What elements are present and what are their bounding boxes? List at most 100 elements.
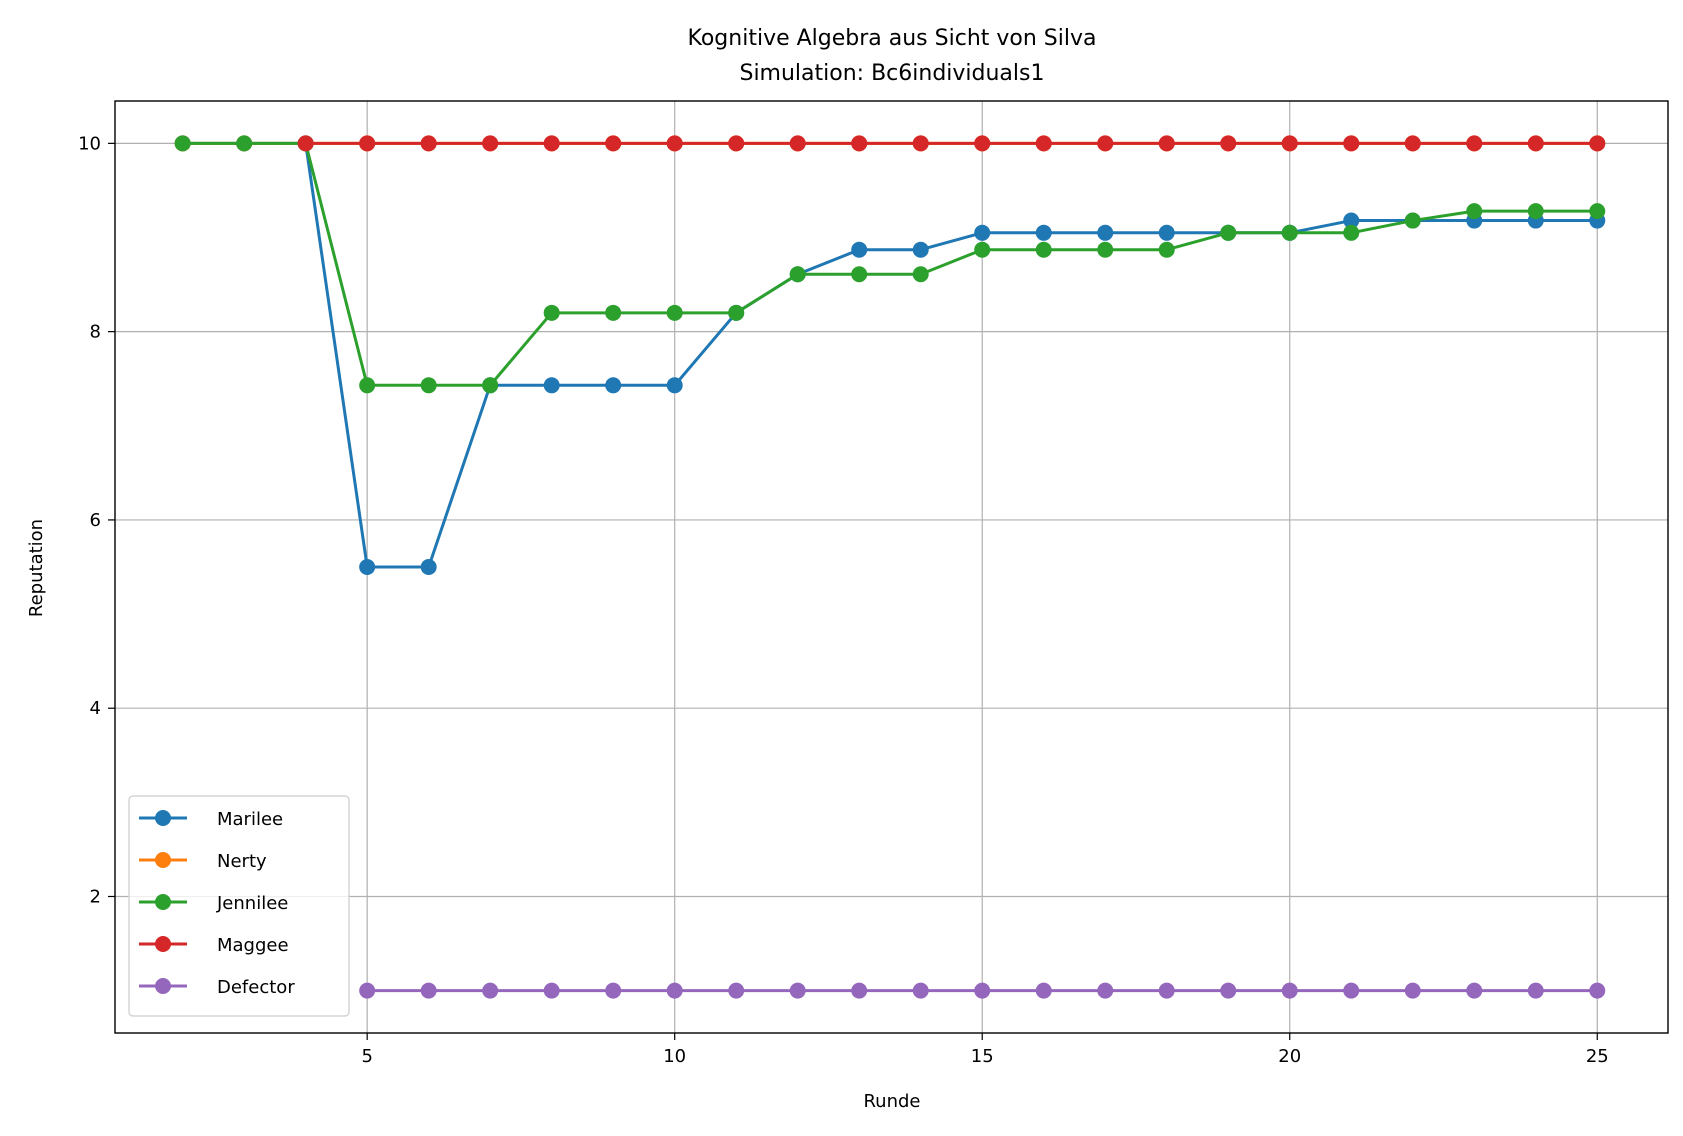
data-point xyxy=(728,982,745,999)
legend-box xyxy=(128,795,350,1017)
data-point xyxy=(912,241,929,258)
data-point xyxy=(543,135,560,152)
data-point xyxy=(543,982,560,999)
series-maggee xyxy=(297,135,1606,152)
data-point xyxy=(728,304,745,321)
series-marilee xyxy=(174,135,1606,575)
data-point xyxy=(789,135,806,152)
data-point xyxy=(1158,982,1175,999)
series-line xyxy=(182,141,1598,569)
y-tick-label: 6 xyxy=(90,510,101,531)
data-point xyxy=(789,982,806,999)
y-axis-label: Reputation xyxy=(26,519,47,617)
legend-swatch-marker xyxy=(155,978,171,994)
legend-item: Maggee xyxy=(139,935,289,956)
x-tick-label: 20 xyxy=(1278,1046,1301,1067)
x-tick-label: 15 xyxy=(971,1046,994,1067)
series-jennilee xyxy=(174,135,1606,394)
series-group xyxy=(174,135,1606,999)
series-line xyxy=(182,141,1598,387)
data-point xyxy=(1220,135,1237,152)
chart-title: Kognitive Algebra aus Sicht von Silva xyxy=(688,26,1097,51)
data-point xyxy=(974,135,991,152)
x-tick-label: 25 xyxy=(1586,1046,1609,1067)
data-point xyxy=(974,982,991,999)
data-point xyxy=(1466,203,1483,220)
data-point xyxy=(728,135,745,152)
data-point xyxy=(1220,982,1237,999)
data-point xyxy=(1343,135,1360,152)
legend-label: Jennilee xyxy=(216,893,288,914)
data-point xyxy=(912,982,929,999)
data-point xyxy=(420,982,437,999)
legend-swatch-marker xyxy=(155,810,171,826)
y-tick-label: 8 xyxy=(90,322,101,343)
data-point xyxy=(1589,135,1606,152)
data-point xyxy=(359,559,376,575)
axis-ticks: 5 10 15 20 25 2 4 6 8 10 xyxy=(78,133,1609,1067)
data-point xyxy=(605,135,622,152)
data-point xyxy=(605,304,622,321)
data-point xyxy=(1466,982,1483,999)
data-point xyxy=(1097,241,1114,258)
data-point xyxy=(543,304,560,321)
data-point xyxy=(851,266,868,283)
data-point xyxy=(1466,135,1483,152)
data-point xyxy=(666,304,683,321)
data-point xyxy=(1343,212,1360,229)
data-point xyxy=(482,135,499,152)
legend-item: Jennilee xyxy=(139,893,288,914)
data-point xyxy=(1281,982,1298,999)
data-point xyxy=(1158,241,1175,258)
data-point xyxy=(1035,241,1052,258)
data-point xyxy=(851,135,868,152)
data-point xyxy=(359,135,376,152)
data-point xyxy=(1035,135,1052,152)
data-point xyxy=(1097,224,1114,241)
data-point xyxy=(1035,982,1052,999)
data-point xyxy=(851,241,868,258)
legend-label: Marilee xyxy=(217,809,283,830)
data-point xyxy=(1343,224,1360,241)
data-point xyxy=(420,377,437,394)
data-point xyxy=(666,982,683,999)
data-point xyxy=(482,982,499,999)
data-point xyxy=(543,377,560,394)
data-point xyxy=(1281,135,1298,152)
data-point xyxy=(1527,135,1544,152)
data-point xyxy=(666,377,683,394)
legend-label: Nerty xyxy=(217,851,267,872)
data-point xyxy=(1589,203,1606,220)
plot-frame xyxy=(114,100,1669,1034)
data-point xyxy=(912,135,929,152)
data-point xyxy=(1035,224,1052,241)
data-point xyxy=(297,135,314,152)
y-tick-label: 10 xyxy=(78,133,101,154)
data-point xyxy=(605,982,622,999)
x-tick-label: 5 xyxy=(361,1046,372,1067)
legend-item: Nerty xyxy=(139,851,267,872)
data-point xyxy=(1404,135,1421,152)
x-tick-label: 10 xyxy=(663,1046,686,1067)
data-point xyxy=(1527,203,1544,220)
legend-swatch-marker xyxy=(155,936,171,952)
data-point xyxy=(1220,224,1237,241)
legend-label: Defector xyxy=(217,977,295,998)
data-point xyxy=(1158,135,1175,152)
data-point xyxy=(912,266,929,283)
y-tick-label: 2 xyxy=(90,886,101,907)
data-point xyxy=(974,241,991,258)
data-point xyxy=(174,135,191,152)
legend-label: Maggee xyxy=(217,935,289,956)
data-point xyxy=(1527,982,1544,999)
x-axis-label: Runde xyxy=(863,1091,920,1112)
data-point xyxy=(1097,982,1114,999)
series-defector xyxy=(359,982,1606,999)
data-point xyxy=(666,135,683,152)
data-point xyxy=(236,135,253,152)
legend: Marilee Nerty Jennilee Maggee Defector xyxy=(128,795,350,1017)
data-point xyxy=(1404,212,1421,229)
data-point xyxy=(789,266,806,283)
